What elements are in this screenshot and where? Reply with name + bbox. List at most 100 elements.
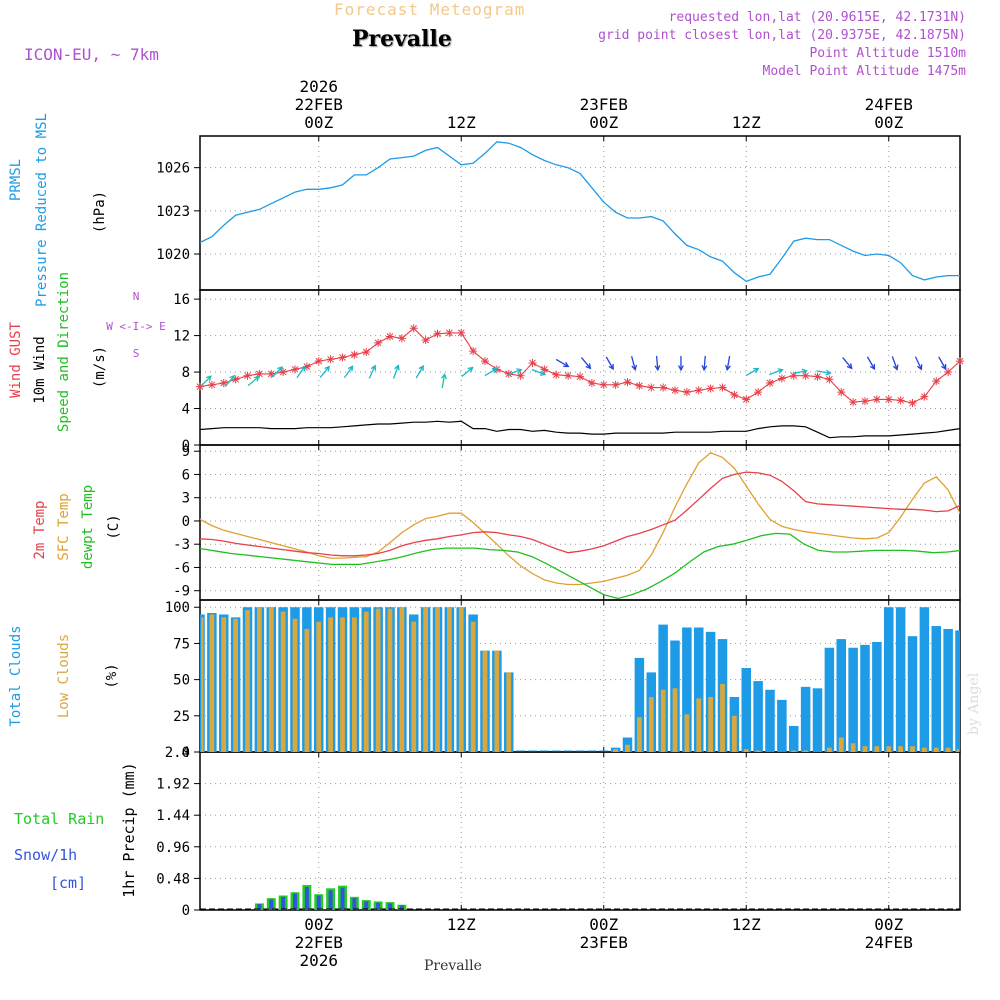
wind-arrow-head	[825, 369, 832, 376]
gust-marker	[801, 371, 810, 380]
low-cloud-bar	[743, 749, 749, 752]
gust-marker	[659, 383, 668, 392]
wind-arrow-head	[253, 375, 260, 382]
wind-ytick-label: 0	[182, 438, 190, 454]
wind-unit: (m/s)	[92, 346, 108, 388]
temperature-ytick-label: -9	[173, 584, 190, 600]
requested-coords: requested lon,lat (20.9615E, 42.1731N)	[668, 10, 966, 25]
total-cloud-bar	[931, 626, 941, 752]
low-cloud-bar	[732, 715, 737, 752]
gust-marker	[872, 395, 881, 404]
gust-marker	[576, 372, 584, 381]
gust-marker	[682, 388, 691, 397]
wind-arrow-head	[654, 365, 661, 372]
wind-arrow-head	[300, 365, 306, 372]
snow-bar	[376, 902, 381, 910]
wind-arrow-head	[229, 374, 236, 381]
temperature-ytick-label: -6	[173, 560, 190, 576]
low-cloud-bar	[672, 688, 678, 752]
gust-marker	[884, 395, 893, 404]
gust-marker	[516, 371, 525, 380]
bottom-time-label: 00Z	[589, 915, 618, 934]
precip-ytick-label: 0.48	[156, 871, 190, 887]
total-cloud-bar	[753, 681, 763, 752]
gust-marker	[908, 399, 917, 408]
wind-ytick-label: 8	[182, 365, 190, 381]
total-cloud-bar	[872, 641, 882, 752]
low-cloud-bar	[648, 696, 654, 752]
dewpt-label: dewpt Temp	[80, 485, 96, 569]
wind-arrow	[555, 358, 569, 368]
wind-arrow-head	[846, 363, 853, 370]
temperature-ytick-label: -3	[173, 537, 190, 553]
gust-marker	[861, 397, 869, 406]
wind-arrow-head	[277, 366, 284, 373]
wind-arrow	[415, 365, 424, 379]
pressure-ytick-label: 1023	[156, 204, 190, 220]
gust-marker	[302, 362, 311, 371]
super-title: Forecast Meteogram	[334, 0, 526, 19]
gust-marker	[635, 381, 644, 390]
low-cloud-bar	[791, 750, 797, 752]
top-time-label: 12Z	[732, 113, 761, 132]
wind-arrow-head	[631, 364, 638, 372]
low-cloud-bar	[506, 672, 512, 752]
pressure-ytick-label: 1026	[156, 161, 190, 177]
compass-north: N	[133, 290, 140, 303]
gust-marker	[374, 338, 383, 347]
total-cloud-bar	[741, 668, 751, 752]
low-cloud-bar	[340, 617, 345, 752]
total-cloud-bar	[658, 624, 668, 752]
low-cloud-bar	[458, 607, 464, 752]
low-cloud-bar	[363, 611, 369, 752]
wind-arrow	[726, 355, 731, 370]
compass-we: W <-I-> E	[106, 320, 166, 333]
wind-frame	[199, 289, 961, 446]
gust-marker	[397, 334, 406, 343]
low-cloud-bar	[827, 747, 832, 752]
gust-marker	[730, 390, 739, 399]
sfc-temp-label: SFC Temp	[56, 493, 72, 560]
temperature-ytick-label: 0	[182, 514, 190, 530]
precip-unit: 1hr Precip (mm)	[120, 762, 138, 897]
wind-arrow-head	[701, 365, 708, 372]
low-cloud-bar	[316, 621, 322, 752]
wind-arrow	[891, 356, 898, 370]
wind-arrow	[605, 356, 614, 370]
top-time-label: 12Z	[447, 113, 476, 132]
wind-arrow-head	[585, 363, 592, 370]
precip-ytick-label: 1.44	[156, 808, 190, 824]
gust-marker	[243, 371, 252, 380]
low-cloud-bar	[803, 750, 808, 752]
pressure-unit: (hPa)	[92, 191, 108, 233]
low-cloud-bar	[387, 608, 393, 752]
low-cloud-bar	[684, 714, 690, 752]
total-cloud-bar	[694, 627, 704, 752]
wind-arrow-head	[539, 370, 547, 376]
gust-marker	[362, 348, 371, 356]
top-time-label: 23FEB	[580, 95, 628, 114]
wind-arrow-head	[347, 365, 354, 372]
bottom-time-label: 24FEB	[865, 933, 913, 952]
low-cloud-bar	[720, 683, 725, 752]
snow-bar	[292, 893, 298, 910]
gust-marker	[766, 379, 774, 387]
total-cloud-bar	[812, 688, 823, 752]
bottom-time-label: 12Z	[447, 915, 476, 934]
total-cloud-bar	[848, 647, 858, 752]
wind-arrow	[368, 365, 376, 379]
total-cloud-bar	[955, 630, 960, 752]
wind-arrow	[319, 366, 330, 378]
total-cloud-bar	[860, 644, 870, 752]
pressure-frame	[199, 135, 961, 291]
gust-marker	[623, 378, 632, 387]
low-cloud-bar	[696, 698, 702, 752]
low-cloud-bar	[494, 650, 500, 752]
wind-arrow-head	[324, 365, 331, 372]
low-cloud-bar	[886, 746, 892, 752]
total-cloud-bar	[836, 639, 846, 752]
total-cloud-bar	[705, 631, 716, 752]
gust-marker	[789, 371, 798, 380]
wind-arrow	[866, 356, 876, 370]
total-cloud-bar	[789, 725, 799, 752]
